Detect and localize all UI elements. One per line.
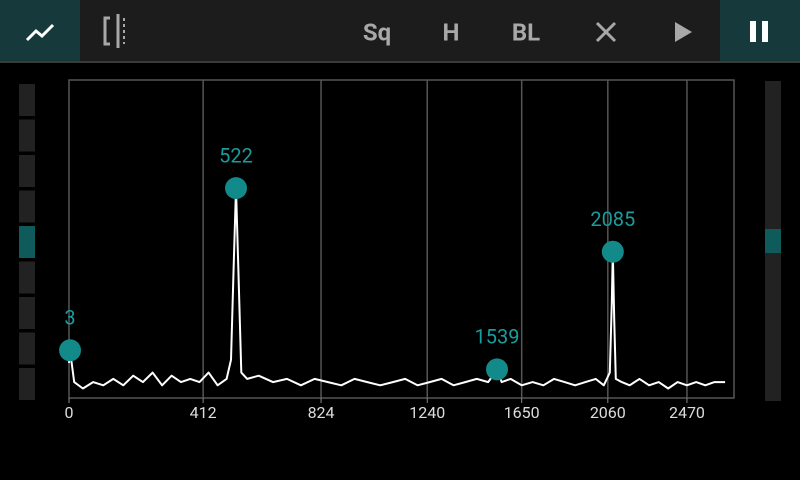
spectrum-line — [68, 187, 726, 390]
meter-segment[interactable] — [19, 332, 35, 365]
pause-bar — [762, 21, 768, 42]
graph-mode-button[interactable] — [0, 0, 80, 61]
plot-frame — [68, 79, 735, 399]
x-tick-label: 412 — [190, 403, 217, 422]
plot: 0 412 824 1240 1650 2060 2470 3 522 1539 2085 — [59, 80, 726, 422]
peak-label: 3 — [64, 306, 75, 330]
meter-segment[interactable] — [19, 84, 35, 116]
bl-button[interactable]: BL — [512, 18, 540, 46]
peak-marker — [601, 240, 624, 263]
level-meter[interactable] — [19, 84, 35, 400]
pause-bar — [750, 21, 756, 42]
close-button[interactable] — [595, 21, 617, 43]
h-button[interactable]: H — [443, 18, 460, 46]
meter-segment[interactable] — [19, 261, 35, 294]
peak-marker — [59, 339, 82, 362]
slider-thumb[interactable] — [765, 229, 781, 253]
x-tick-label: 0 — [65, 403, 74, 422]
meter-segment[interactable] — [19, 226, 35, 258]
x-tick-label: 1240 — [409, 403, 445, 422]
meter-segment[interactable] — [19, 368, 35, 400]
x-tick-label: 1650 — [504, 403, 540, 422]
peak-marker — [486, 358, 509, 381]
x-tick-label: 2060 — [590, 403, 626, 422]
split-button[interactable] — [95, 10, 140, 52]
play-button[interactable] — [675, 22, 692, 42]
meter-segment[interactable] — [19, 297, 35, 329]
sq-button[interactable]: Sq — [363, 18, 391, 46]
x-tick-label: 2470 — [669, 403, 705, 422]
peak-label: 522 — [219, 143, 253, 167]
peak-label: 1539 — [475, 325, 520, 349]
toolbar — [0, 0, 800, 61]
toolbar-border — [0, 61, 800, 63]
split-icon — [103, 14, 120, 48]
peak-label: 2085 — [590, 207, 635, 231]
graph-icon — [25, 23, 55, 42]
peak-marker — [225, 177, 248, 200]
meter-segment[interactable] — [19, 190, 35, 223]
x-tick-label: 824 — [308, 403, 335, 422]
meter-segment[interactable] — [19, 119, 35, 152]
pause-button[interactable] — [720, 0, 800, 61]
meter-segment[interactable] — [19, 155, 35, 187]
